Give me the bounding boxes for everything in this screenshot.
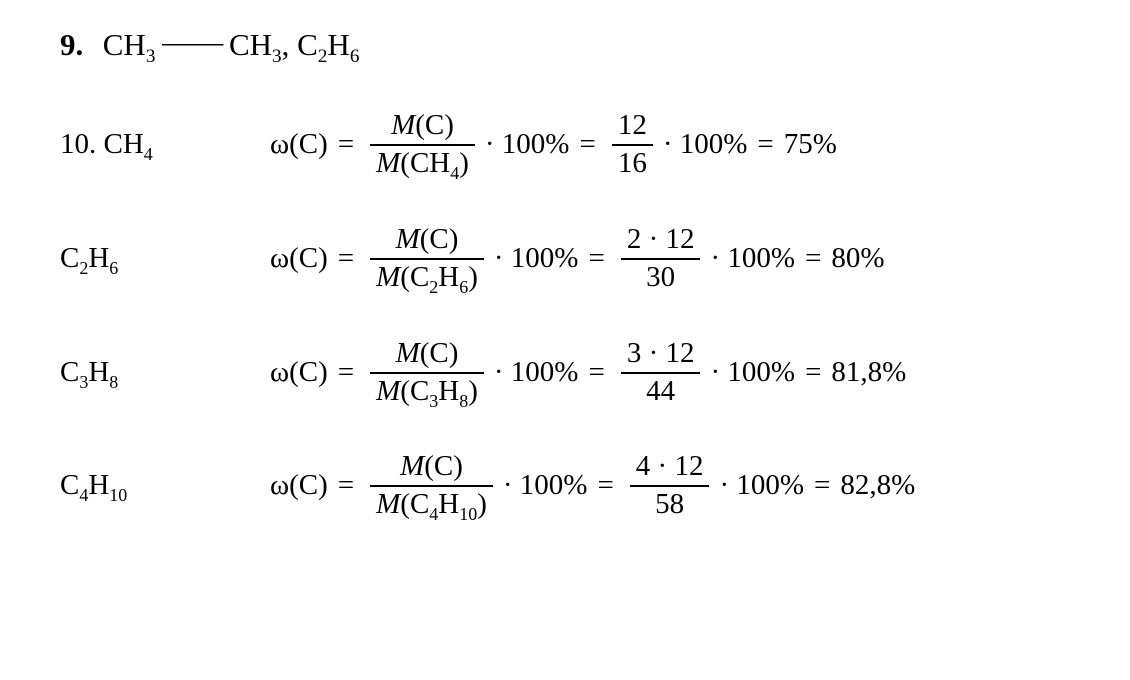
denominator-numeric: 58 [649,489,690,521]
fraction-numeric: 1216 [612,110,653,180]
times-100: · 100% [485,129,570,161]
equation-row: C4H10ω(C) = M(C) M(C4H10) · 100% = 4 · 12 58 · 1… [60,451,1086,521]
equals: = [805,243,821,275]
numerator-numeric: 2 · 12 [621,224,701,256]
equals: = [588,357,604,389]
fraction-numeric: 2 · 12 30 [621,224,701,294]
numerator: M(C) [385,110,460,142]
page: 9. CH3 —— CH3, C2H6 10. CH4ω(C)=M(C)M(CH… [0,0,1130,541]
numerator-numeric: 4 · 12 [630,451,710,483]
numerator-numeric: 3 · 12 [621,338,701,370]
fraction-symbolic: M(C) M(C3H8) [370,338,484,408]
times-100: · 100% [494,357,579,389]
equation: ω(C)=M(C)M(CH4)· 100%=1216· 100%=75% [270,110,837,180]
denominator: M(C4H10) [370,489,493,521]
row-label: 10. CH4 [60,129,270,161]
result: 75% [784,129,837,161]
equals: = [338,357,354,389]
denominator: M(CH4) [370,148,475,180]
denominator: M(C3H8) [370,376,484,408]
times-100: · 100% [494,243,579,275]
numerator: M(C) [394,451,469,483]
fraction-numeric: 3 · 12 44 [621,338,701,408]
denominator-numeric: 44 [640,376,681,408]
times-100: · 100% [503,470,588,502]
times-100: · 100% [719,470,804,502]
equals: = [814,470,830,502]
result: 81,8% [831,357,906,389]
equation: ω(C) = M(C) M(C3H8) · 100% = 3 · 12 44 · 100% = 81… [270,338,906,408]
numerator-numeric: 12 [612,110,653,142]
equals: = [338,129,354,161]
denominator-numeric: 16 [612,148,653,180]
denominator-numeric: 30 [640,262,681,294]
equation-row: C3H8ω(C) = M(C) M(C3H8) · 100% = 3 · 12 44 · 100… [60,338,1086,408]
denominator: M(C2H6) [370,262,484,294]
omega: ω(C) [270,470,328,502]
equals: = [338,243,354,275]
line-9: 9. CH3 —— CH3, C2H6 [60,28,1086,62]
result: 82,8% [840,470,915,502]
equation: ω(C) = M(C) M(C2H6) · 100% = 2 · 12 30 · 100% = 80… [270,224,885,294]
times-100: · 100% [710,243,795,275]
numerator: M(C) [390,224,465,256]
fraction-symbolic: M(C) M(C4H10) [370,451,493,521]
equals: = [338,470,354,502]
equals: = [579,129,595,161]
row-label: C4H10 [60,470,270,502]
item-number-9: 9. [60,27,83,62]
line-9-formula: CH3 —— CH3, C2H6 [103,27,360,62]
omega: ω(C) [270,129,328,161]
numerator: M(C) [390,338,465,370]
times-100: · 100% [710,357,795,389]
result: 80% [831,243,884,275]
equation-row: C2H6ω(C) = M(C) M(C2H6) · 100% = 2 · 12 30 · 100… [60,224,1086,294]
fraction-symbolic: M(C) M(CH4) [370,110,475,180]
equation-row: 10. CH4ω(C)=M(C)M(CH4)· 100%=1216· 100%=… [60,110,1086,180]
equals: = [597,470,613,502]
omega: ω(C) [270,243,328,275]
equation: ω(C) = M(C) M(C4H10) · 100% = 4 · 12 58 · 100% = 8… [270,451,915,521]
equals: = [805,357,821,389]
omega: ω(C) [270,357,328,389]
equals: = [757,129,773,161]
row-label: C2H6 [60,243,270,275]
fraction-symbolic: M(C) M(C2H6) [370,224,484,294]
row-label: C3H8 [60,357,270,389]
fraction-numeric: 4 · 12 58 [630,451,710,521]
equals: = [588,243,604,275]
times-100: · 100% [663,129,748,161]
